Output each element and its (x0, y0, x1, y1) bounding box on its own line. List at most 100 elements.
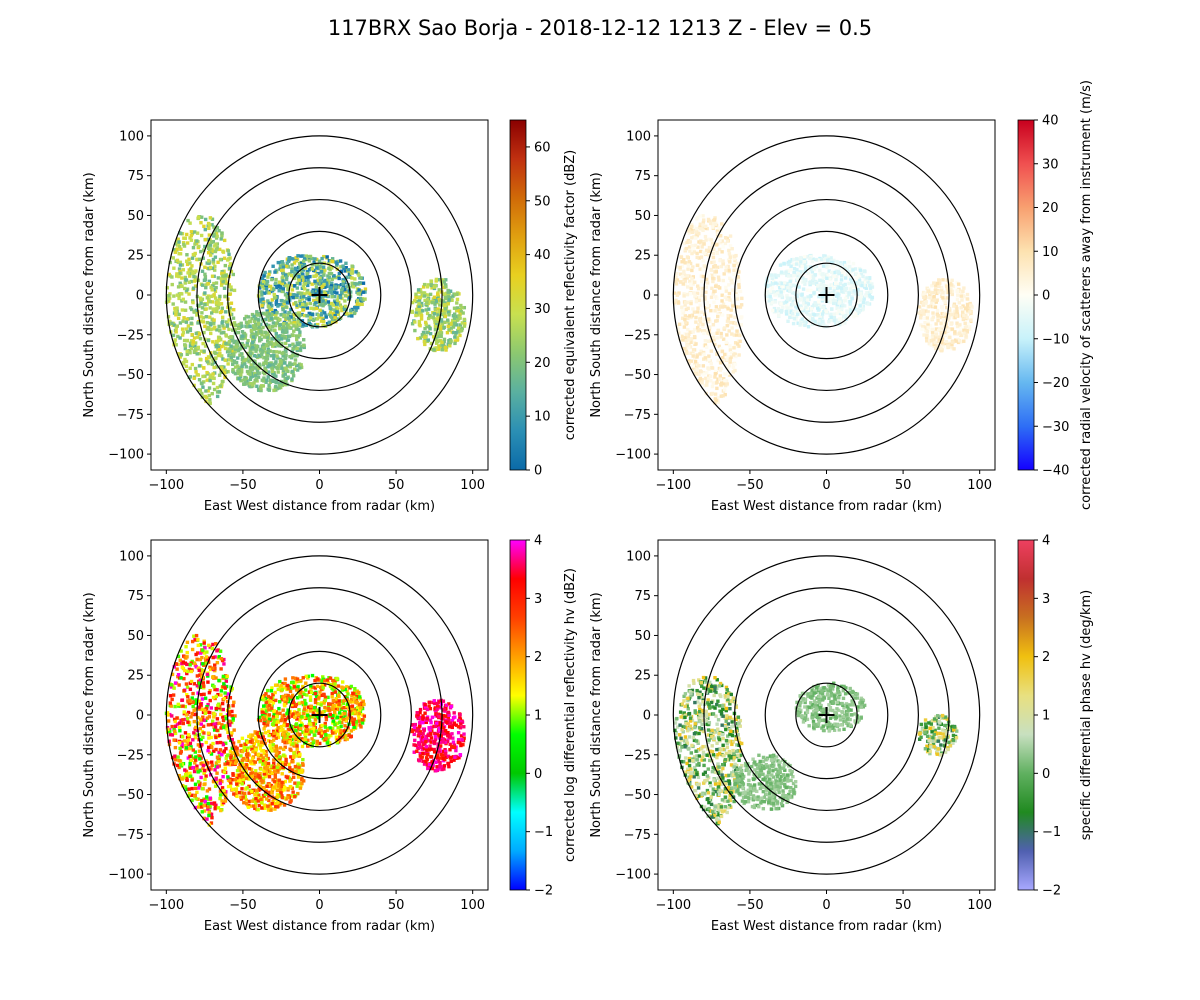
colorbar-tick-label: 30 (1042, 157, 1059, 172)
y-tick-label: 0 (643, 289, 651, 304)
y-tick-label: 100 (626, 549, 651, 564)
y-tick-label: −100 (615, 868, 651, 883)
y-tick-label: −25 (117, 748, 144, 763)
colorbar-tick-label: 30 (534, 302, 551, 317)
y-tick-label: −25 (117, 328, 144, 343)
colorbar-tick-label: 50 (534, 194, 551, 209)
y-tick-label: 100 (119, 549, 144, 564)
range-ring (733, 198, 920, 392)
x-tick-label: −50 (736, 478, 763, 493)
colorbar-tick-label: 40 (534, 248, 551, 263)
x-tick-label: −100 (148, 898, 184, 913)
y-axis-label: North South distance from radar (km) (82, 592, 97, 837)
echo-region-3 (917, 713, 959, 757)
y-tick-label: 0 (136, 709, 144, 724)
echo-region-0 (672, 214, 744, 405)
y-tick-label: 50 (634, 209, 651, 224)
y-tick-label: 0 (136, 289, 144, 304)
range-ring (733, 618, 920, 812)
y-tick-label: 25 (127, 249, 144, 264)
range-ring (226, 198, 413, 392)
plot-area (164, 555, 474, 875)
x-tick-label: 100 (460, 478, 485, 493)
range-ring (795, 262, 858, 328)
range-ring (764, 230, 889, 360)
y-tick-label: 75 (127, 169, 144, 184)
colorbar-tick-label: 2 (534, 650, 542, 665)
range-ring (672, 135, 981, 455)
colorbar (509, 539, 527, 891)
x-axis-label: East West distance from radar (km) (204, 919, 435, 934)
colorbar-tick-label: −30 (1042, 420, 1069, 435)
colorbar-tick-label: 1 (1042, 709, 1050, 724)
colorbar-tick-label: 0 (534, 464, 542, 479)
range-ring (795, 682, 858, 748)
x-axis-label: East West distance from radar (km) (204, 499, 435, 514)
colorbar-tick-label: −2 (1042, 884, 1061, 899)
colorbar-tick-label: 0 (534, 767, 542, 782)
echo-region-1 (794, 681, 867, 733)
range-ring (196, 167, 443, 423)
y-tick-label: −25 (624, 748, 651, 763)
colorbar-tick-label: 20 (534, 356, 551, 371)
y-tick-label: −50 (624, 788, 651, 803)
colorbar-label: corrected radial velocity of scatterers … (1079, 80, 1094, 510)
range-ring (288, 262, 351, 328)
y-tick-label: −75 (117, 828, 144, 843)
y-tick-label: 25 (127, 669, 144, 684)
colorbar-tick-label: 0 (1042, 767, 1050, 782)
colorbar-label: specific differential phase hv (deg/km) (1079, 590, 1094, 840)
range-ring (288, 682, 351, 748)
range-ring (165, 135, 474, 455)
echo-region-0 (164, 633, 237, 827)
colorbar-tick-label: 4 (1042, 534, 1050, 549)
colorbar-tick-label: 4 (534, 534, 542, 549)
y-tick-label: −50 (624, 368, 651, 383)
echo-region-0 (164, 215, 237, 406)
y-tick-label: 25 (634, 249, 651, 264)
colorbar-tick-label: 2 (1042, 650, 1050, 665)
colorbar-tick-label: 60 (534, 140, 551, 155)
y-tick-label: −100 (615, 448, 651, 463)
x-tick-label: −50 (229, 478, 256, 493)
echo-region-1 (256, 673, 367, 749)
colorbar-tick-label: 10 (534, 410, 551, 425)
y-tick-label: −100 (108, 868, 144, 883)
colorbar-tick-label: −1 (1042, 825, 1061, 840)
range-ring (764, 650, 889, 780)
range-ring (672, 555, 981, 875)
panel-bottom-left: −100 −50 0 50 100 −100 −75 −50 −25 0 25 50 75 100 East… (82, 534, 578, 935)
y-tick-label: −25 (624, 328, 651, 343)
panel-top-right: −100 −50 0 50 100−100−75−50−250255075100East… (589, 80, 1094, 514)
x-axis-label: East West distance from radar (km) (711, 919, 942, 934)
y-tick-label: 25 (634, 669, 651, 684)
colorbar-tick-label: 3 (534, 592, 542, 607)
y-axis-label: North South distance from radar (km) (589, 592, 604, 837)
echo-region-3 (410, 277, 467, 353)
x-tick-label: −100 (148, 478, 184, 493)
x-tick-label: 50 (388, 898, 405, 913)
x-tick-label: 0 (822, 898, 830, 913)
y-tick-label: −75 (624, 408, 651, 423)
colorbar-tick-label: −1 (534, 825, 553, 840)
x-tick-label: −100 (655, 478, 691, 493)
y-tick-label: 75 (634, 169, 651, 184)
y-tick-label: −50 (117, 368, 144, 383)
y-axis-label: North South distance from radar (km) (589, 172, 604, 417)
x-tick-label: −50 (229, 898, 256, 913)
colorbar (1017, 539, 1035, 891)
y-axis-label: North South distance from radar (km) (82, 172, 97, 417)
x-tick-label: 100 (967, 478, 992, 493)
colorbar-tick-label: 10 (1042, 245, 1059, 260)
echo-region-2 (226, 730, 306, 812)
x-tick-label: −50 (736, 898, 763, 913)
x-tick-label: 50 (895, 898, 912, 913)
panel-top-left: −100 −50 0 50 100−100−75−50−250255075100East… (82, 119, 578, 514)
x-tick-label: 0 (315, 478, 323, 493)
x-tick-label: 50 (895, 478, 912, 493)
x-tick-label: 50 (388, 478, 405, 493)
colorbar-label: corrected log differential reflectivity … (563, 568, 578, 862)
colorbar-tick-label: 3 (1042, 592, 1050, 607)
